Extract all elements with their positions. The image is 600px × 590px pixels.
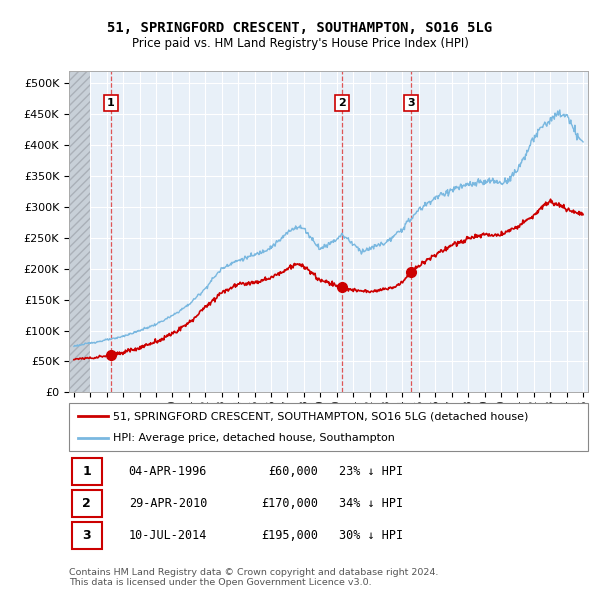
- Text: 3: 3: [82, 529, 91, 542]
- Text: 34% ↓ HPI: 34% ↓ HPI: [339, 497, 403, 510]
- Text: £60,000: £60,000: [268, 465, 318, 478]
- Text: 29-APR-2010: 29-APR-2010: [128, 497, 207, 510]
- Text: 51, SPRINGFORD CRESCENT, SOUTHAMPTON, SO16 5LG: 51, SPRINGFORD CRESCENT, SOUTHAMPTON, SO…: [107, 21, 493, 35]
- Text: 04-APR-1996: 04-APR-1996: [128, 465, 207, 478]
- Text: 1: 1: [82, 465, 91, 478]
- Text: 2: 2: [82, 497, 91, 510]
- Text: Price paid vs. HM Land Registry's House Price Index (HPI): Price paid vs. HM Land Registry's House …: [131, 37, 469, 50]
- Text: £195,000: £195,000: [261, 529, 318, 542]
- Text: £170,000: £170,000: [261, 497, 318, 510]
- Text: Contains HM Land Registry data © Crown copyright and database right 2024.
This d: Contains HM Land Registry data © Crown c…: [69, 568, 439, 587]
- FancyBboxPatch shape: [71, 490, 101, 517]
- Bar: [69, 71, 91, 392]
- Text: 10-JUL-2014: 10-JUL-2014: [128, 529, 207, 542]
- Text: 23% ↓ HPI: 23% ↓ HPI: [339, 465, 403, 478]
- Text: 51, SPRINGFORD CRESCENT, SOUTHAMPTON, SO16 5LG (detached house): 51, SPRINGFORD CRESCENT, SOUTHAMPTON, SO…: [113, 411, 529, 421]
- FancyBboxPatch shape: [71, 522, 101, 549]
- Text: 1: 1: [107, 98, 115, 108]
- FancyBboxPatch shape: [69, 403, 588, 451]
- Text: 2: 2: [338, 98, 346, 108]
- Text: 30% ↓ HPI: 30% ↓ HPI: [339, 529, 403, 542]
- Text: 3: 3: [407, 98, 415, 108]
- Text: HPI: Average price, detached house, Southampton: HPI: Average price, detached house, Sout…: [113, 433, 395, 443]
- FancyBboxPatch shape: [71, 458, 101, 485]
